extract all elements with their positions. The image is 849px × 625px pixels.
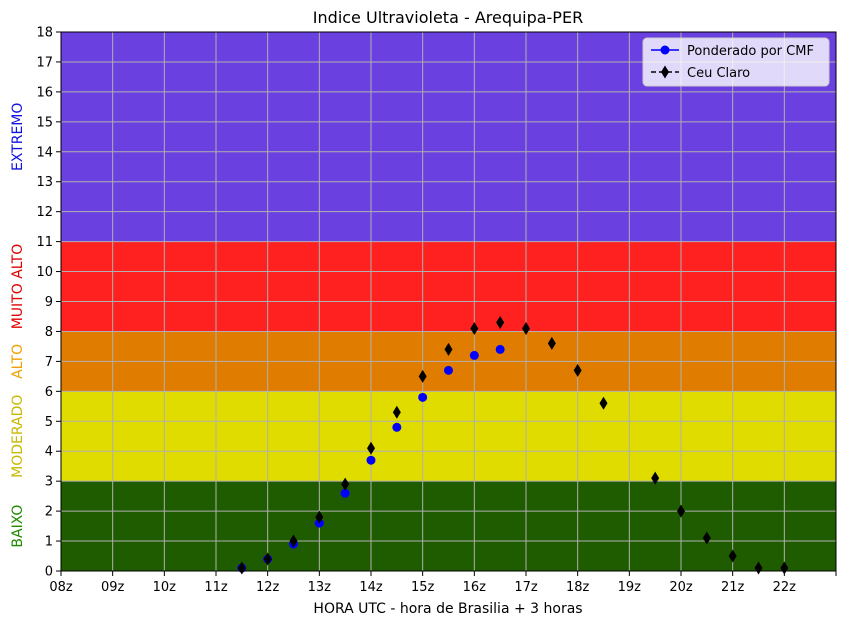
x-tick-label: 12z bbox=[256, 580, 280, 595]
y-tick-label: 13 bbox=[36, 175, 53, 190]
y-tick-label: 9 bbox=[45, 295, 53, 310]
legend-label-ceu-claro: Ceu Claro bbox=[687, 66, 750, 81]
x-tick-label: 10z bbox=[153, 580, 177, 595]
legend-label-ponderado: Ponderado por CMF bbox=[687, 44, 814, 59]
y-tick-label: 2 bbox=[45, 505, 53, 520]
point-ponderado bbox=[495, 344, 505, 354]
x-axis-label: HORA UTC - hora de Brasilia + 3 horas bbox=[313, 601, 582, 617]
point-ponderado bbox=[392, 422, 402, 432]
point-ceu-claro bbox=[702, 531, 711, 545]
x-tick-label: 14z bbox=[359, 580, 383, 595]
x-tick-label: 09z bbox=[101, 580, 125, 595]
y-tick-label: 18 bbox=[36, 26, 53, 41]
grid-lines bbox=[60, 31, 837, 572]
band-label-muito-alto: MUITO ALTO bbox=[10, 244, 26, 330]
y-tick-label: 17 bbox=[36, 55, 53, 70]
band-moderado bbox=[61, 391, 836, 482]
y-tick-label: 3 bbox=[45, 475, 53, 490]
y-tick-label: 6 bbox=[45, 385, 53, 400]
band-muito-alto bbox=[61, 241, 836, 332]
band-label-extremo: EXTREMO bbox=[10, 103, 26, 171]
x-tick-label: 19z bbox=[618, 580, 642, 595]
point-ceu-claro bbox=[444, 342, 453, 356]
x-tick-label: 21z bbox=[721, 580, 745, 595]
point-ceu-claro bbox=[341, 477, 350, 491]
x-axis-ticks: 08z 09z 10z 11z 12z 13z 14z 15z 16z 17z 18z 19z 20z 2… bbox=[49, 571, 837, 595]
point-ceu-claro bbox=[522, 321, 530, 335]
y-tick-label: 10 bbox=[36, 265, 53, 280]
y-tick-label: 1 bbox=[45, 535, 53, 550]
data-points bbox=[237, 315, 789, 575]
x-tick-label: 22z bbox=[773, 580, 797, 595]
y-tick-label: 0 bbox=[45, 565, 53, 580]
y-tick-label: 4 bbox=[45, 445, 53, 460]
point-ceu-claro bbox=[728, 549, 737, 563]
point-ceu-claro bbox=[418, 369, 427, 383]
point-ceu-claro bbox=[573, 363, 582, 377]
legend-marker-circle bbox=[660, 45, 670, 55]
band-label-moderado: MODERADO bbox=[10, 395, 26, 478]
band-label-baixo: BAIXO bbox=[10, 505, 26, 548]
x-tick-label: 15z bbox=[411, 580, 435, 595]
y-tick-label: 12 bbox=[36, 205, 53, 220]
point-ceu-claro bbox=[470, 321, 479, 335]
y-tick-label: 14 bbox=[36, 145, 53, 160]
x-tick-label: 08z bbox=[49, 580, 73, 595]
legend: Ponderado por CMF Ceu Claro bbox=[642, 37, 830, 87]
x-tick-label: 16z bbox=[463, 580, 487, 595]
x-tick-label: 20z bbox=[669, 580, 693, 595]
point-ponderado bbox=[444, 365, 453, 375]
legend-marker-diamond bbox=[661, 65, 669, 79]
band-baixo bbox=[61, 481, 836, 571]
x-tick-label: 17z bbox=[514, 580, 538, 595]
y-tick-label: 8 bbox=[45, 325, 53, 340]
x-tick-label: 13z bbox=[308, 580, 332, 595]
risk-bands bbox=[61, 32, 836, 571]
point-ceu-claro bbox=[392, 405, 401, 419]
legend-entry-ceu-claro: Ceu Claro bbox=[651, 65, 750, 81]
x-tick-label: 18z bbox=[566, 580, 590, 595]
x-tick-label: 11z bbox=[204, 580, 228, 595]
point-ceu-claro bbox=[651, 471, 660, 485]
point-ponderado bbox=[418, 392, 428, 402]
y-tick-label: 15 bbox=[36, 115, 53, 130]
point-ceu-claro bbox=[547, 336, 556, 350]
band-label-alto: ALTO bbox=[10, 344, 26, 379]
point-ceu-claro bbox=[496, 315, 505, 329]
legend-box bbox=[642, 37, 830, 87]
y-tick-label: 11 bbox=[36, 235, 53, 250]
chart-title: Indice Ultravioleta - Arequipa-PER bbox=[313, 8, 583, 27]
point-ceu-claro bbox=[315, 510, 324, 524]
point-ponderado bbox=[340, 488, 350, 498]
y-tick-label: 7 bbox=[45, 355, 53, 370]
point-ponderado bbox=[469, 350, 479, 360]
point-ceu-claro bbox=[677, 504, 685, 518]
y-tick-label: 16 bbox=[36, 85, 53, 100]
point-ceu-claro bbox=[599, 396, 608, 410]
legend-entry-ponderado: Ponderado por CMF bbox=[651, 44, 814, 59]
point-ceu-claro bbox=[289, 534, 298, 548]
point-ceu-claro bbox=[263, 552, 272, 566]
point-ceu-claro bbox=[367, 441, 375, 455]
point-ponderado bbox=[366, 455, 376, 465]
risk-band-labels: BAIXO MODERADO ALTO MUITO ALTO EXTREMO bbox=[10, 103, 26, 548]
y-tick-label: 5 bbox=[45, 415, 53, 430]
